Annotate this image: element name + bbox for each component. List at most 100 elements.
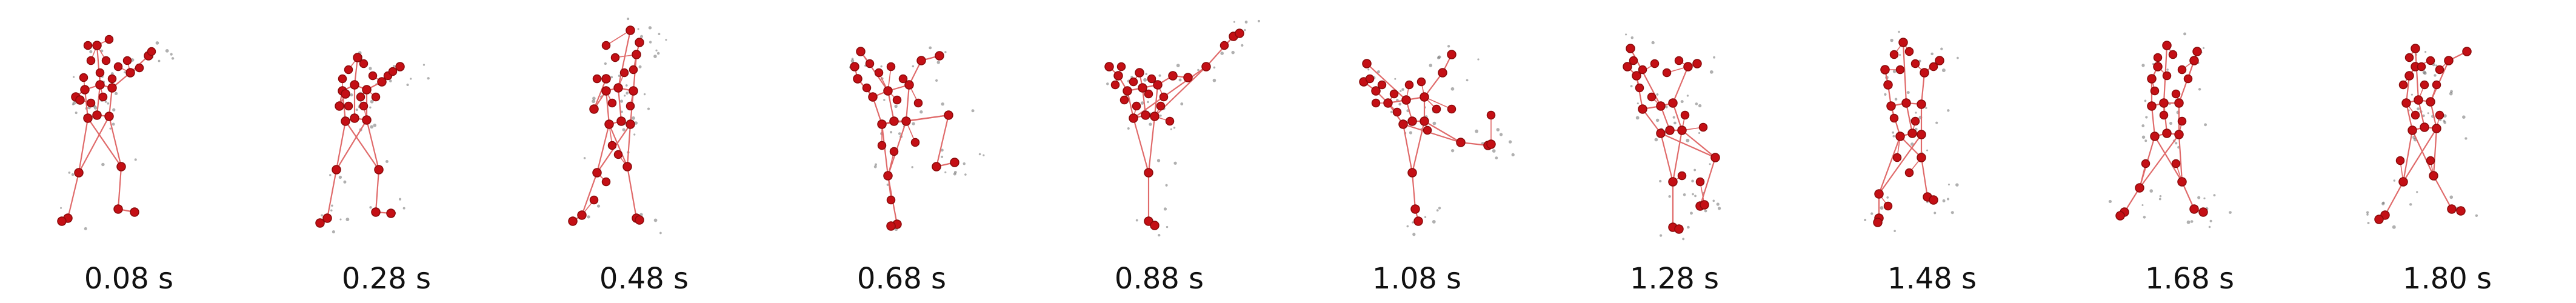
joint-rw: [2192, 47, 2202, 56]
joint-le: [2147, 74, 2157, 84]
trace-dot: [1176, 64, 1180, 67]
joint-rw: [1447, 50, 1457, 59]
joint-hip: [2162, 128, 2172, 138]
joint-detail: [898, 74, 908, 84]
joint-nk: [2414, 95, 2423, 105]
bone-lh-rk: [1403, 123, 1461, 144]
skeleton-joints: [1623, 44, 1720, 234]
trace-dot: [1686, 138, 1690, 142]
joint-rh: [104, 112, 114, 121]
trace-dot: [1682, 238, 1685, 241]
trace-dot: [1233, 21, 1235, 23]
joint-detail: [1156, 101, 1166, 111]
joint-nk: [2159, 98, 2169, 108]
trace-dot: [112, 108, 116, 112]
joint-detail: [1650, 59, 1660, 68]
joint-rk: [2177, 177, 2187, 187]
trace-dot: [619, 99, 623, 103]
trace-dot: [953, 170, 957, 174]
trace-dot: [1655, 118, 1660, 122]
joint-detail: [1904, 168, 1914, 178]
skeleton-joints: [57, 35, 156, 226]
trace-dot: [1212, 78, 1216, 82]
joint-re: [377, 77, 387, 87]
trace-dot: [1694, 195, 1697, 198]
bone-rs-re: [2429, 60, 2450, 102]
trace-dot: [1496, 128, 1500, 132]
joint-re: [1920, 68, 1929, 78]
trace-dot: [2144, 139, 2147, 142]
joint-detail: [86, 56, 96, 65]
joint-detail: [359, 59, 369, 68]
trace-dot: [1398, 102, 1402, 106]
trace-dot: [165, 48, 169, 53]
bone-lh-lk: [596, 124, 610, 173]
joint-detail: [1895, 65, 1905, 75]
trace-dot: [2145, 116, 2148, 119]
trace-dot: [1892, 131, 1895, 134]
joint-detail: [862, 83, 872, 93]
joint-head: [92, 41, 102, 50]
joint-lw: [75, 95, 85, 105]
trace-dot: [1158, 234, 1161, 237]
trace-dot: [1659, 234, 1663, 237]
joint-rh: [1917, 130, 1926, 139]
bone-rs-rh: [1672, 102, 1683, 131]
trace-dot: [369, 106, 372, 109]
trace-dot: [1880, 206, 1884, 210]
trace-dot: [1499, 133, 1503, 136]
trace-dot: [2443, 114, 2447, 118]
joint-detail: [86, 98, 96, 108]
bone-rk-ra: [117, 166, 122, 210]
trace-dot: [941, 155, 944, 158]
trace-dot: [1704, 209, 1707, 213]
trace-dot: [1698, 132, 1701, 135]
joint-detail: [1677, 171, 1687, 181]
trace-dot: [134, 158, 137, 161]
time-caption: 1.08 s: [1372, 262, 1462, 296]
trace-dot: [171, 57, 175, 60]
joint-detail: [104, 35, 114, 44]
trace-dot: [583, 157, 586, 159]
bone-lh-rk: [1900, 136, 1922, 158]
joint-le: [853, 74, 863, 84]
trace-dot: [2427, 112, 2429, 115]
trace-dot: [1665, 105, 1668, 108]
trace-dot: [73, 76, 75, 78]
joint-ls: [1123, 86, 1132, 96]
skeleton-bones: [2378, 48, 2468, 220]
bone-rh-lk: [1147, 116, 1156, 173]
joint-head: [2162, 41, 2172, 50]
joint-rk: [1456, 138, 1466, 147]
joint-detail: [1371, 98, 1381, 108]
joint-rh: [1677, 125, 1687, 135]
joint-ls: [868, 92, 878, 102]
joint-detail: [865, 59, 875, 68]
joint-re: [916, 56, 926, 65]
trace-dot: [1241, 44, 1244, 47]
joint-rs: [107, 83, 117, 93]
bone-detail: [1424, 96, 1452, 110]
joint-rf: [130, 207, 139, 217]
skeleton-figure: [568, 18, 667, 235]
joint-ls: [1886, 101, 1896, 111]
bone-lk-la: [2124, 187, 2140, 213]
joint-detail: [1365, 74, 1375, 84]
joint-detail: [1159, 92, 1169, 102]
skeleton-figure: [1864, 30, 1959, 232]
joint-lf: [1413, 216, 1423, 226]
trace-dot: [964, 173, 967, 176]
joint-detail: [107, 74, 117, 84]
skeleton-joints: [568, 25, 644, 226]
trace-dot: [2149, 189, 2154, 193]
joint-detail: [1662, 68, 1672, 78]
trace-dot: [410, 78, 412, 80]
trace-dot: [2434, 74, 2437, 77]
joint-lh: [83, 113, 93, 123]
trace-dot: [370, 99, 374, 104]
trace-dot: [1690, 211, 1693, 215]
trace-dot: [625, 84, 628, 87]
trace-dot: [124, 71, 126, 73]
trace-dot: [1946, 198, 1950, 201]
trace-dot: [1884, 93, 1887, 96]
